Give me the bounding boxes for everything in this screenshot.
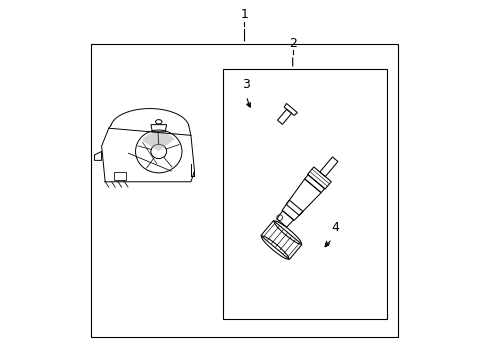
Bar: [91, 44, 397, 337]
Bar: [114, 172, 125, 180]
Text: 1: 1: [240, 8, 248, 21]
Text: 4: 4: [331, 221, 339, 234]
Bar: [223, 69, 386, 319]
Text: 3: 3: [242, 78, 250, 91]
Polygon shape: [142, 132, 174, 152]
Text: 2: 2: [288, 37, 296, 50]
